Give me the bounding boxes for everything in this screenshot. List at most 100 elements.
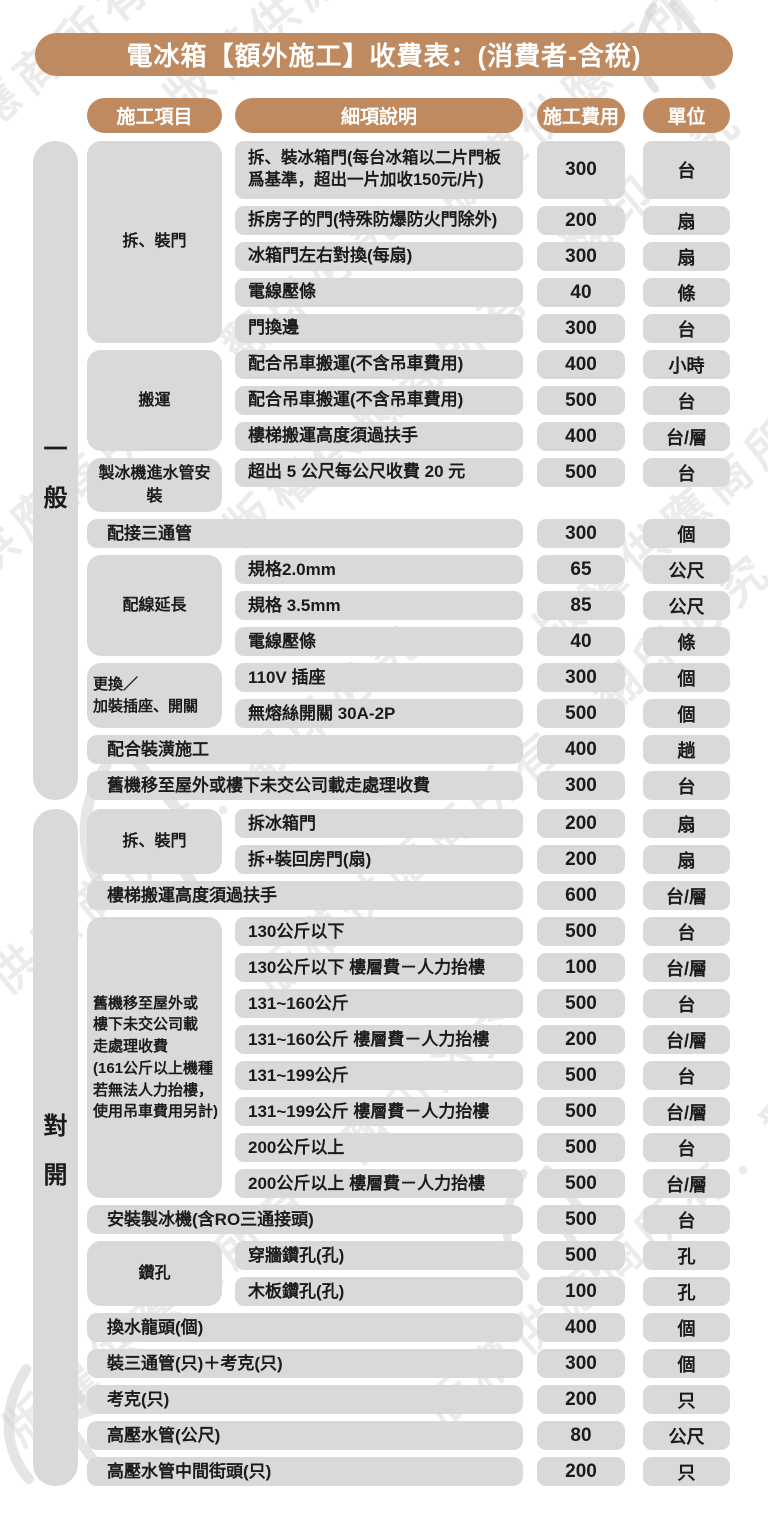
- group-rows: 110V 插座 300 個無熔絲開關 30A-2P 500 個: [235, 663, 730, 729]
- unit-cell: 台/層: [643, 1097, 730, 1127]
- unit-cell: 趟: [643, 735, 730, 765]
- detail-cell: 超出 5 公尺每公尺收費 20 元: [235, 458, 523, 487]
- detail-cell: 拆冰箱門: [235, 809, 523, 839]
- table-row: 200公斤以上 樓層費－人力抬樓 500 台/層: [235, 1169, 730, 1199]
- column-header-fee: 施工費用: [537, 98, 625, 133]
- table-section: 對開拆、裝門 拆冰箱門 200 扇拆+裝回房門(扇) 200 扇樓梯搬運高度須過扶手 600…: [0, 809, 768, 1487]
- item-group: 配線延長 規格2.0mm 65 公尺 規格 3.5mm 85 公尺 電線壓條 40 條: [87, 555, 730, 657]
- section-rows: 拆、裝門 拆冰箱門 200 扇拆+裝回房門(扇) 200 扇樓梯搬運高度須過扶手 600 台/…: [87, 809, 730, 1487]
- column-header-item: 施工項目: [87, 98, 222, 133]
- fee-cell: 300: [537, 242, 625, 271]
- table-row: 130公斤以下 樓層費－人力抬樓 100 台/層: [235, 953, 730, 983]
- fee-cell: 400: [537, 1313, 625, 1343]
- fee-cell: 300: [537, 771, 625, 801]
- detail-cell: 高壓水管(公尺): [87, 1421, 523, 1451]
- table-row: 131~199公斤 樓層費－人力抬樓 500 台/層: [235, 1097, 730, 1127]
- table-section: 一般拆、裝門 拆、裝冰箱門(每台冰箱以二片門板爲基準，超出一片加收150元/片) 3…: [0, 141, 768, 801]
- table-row: 冰箱門左右對換(每扇) 300 扇: [235, 242, 730, 271]
- detail-cell: 無熔絲開關 30A-2P: [235, 699, 523, 729]
- fee-cell: 200: [537, 1385, 625, 1415]
- detail-cell: 電線壓條: [235, 278, 523, 307]
- page-title: 電冰箱【額外施工】收費表：(消費者-含稅): [35, 33, 733, 76]
- detail-cell: 拆、裝冰箱門(每台冰箱以二片門板爲基準，超出一片加收150元/片): [235, 141, 523, 199]
- detail-cell: 木板鑽孔(孔): [235, 1277, 523, 1307]
- column-header-detail: 細項說明: [235, 98, 523, 133]
- fee-cell: 100: [537, 953, 625, 983]
- item-cell: 搬運: [87, 350, 222, 451]
- table-row: 131~160公斤 500 台: [235, 989, 730, 1019]
- fee-cell: 500: [537, 458, 625, 487]
- item-group: 拆、裝門 拆、裝冰箱門(每台冰箱以二片門板爲基準，超出一片加收150元/片) 300…: [87, 141, 730, 343]
- unit-cell: 只: [643, 1457, 730, 1487]
- unit-cell: 扇: [643, 809, 730, 839]
- detail-cell: 樓梯搬運高度須過扶手: [87, 881, 523, 911]
- fee-cell: 500: [537, 989, 625, 1019]
- fee-cell: 200: [537, 206, 625, 235]
- fee-cell: 80: [537, 1421, 625, 1451]
- fee-cell: 400: [537, 422, 625, 451]
- unit-cell: 扇: [643, 206, 730, 235]
- fee-cell: 200: [537, 809, 625, 839]
- detail-cell: 考克(只): [87, 1385, 523, 1415]
- section-rows: 拆、裝門 拆、裝冰箱門(每台冰箱以二片門板爲基準，超出一片加收150元/片) 300…: [87, 141, 730, 801]
- detail-cell: 配合吊車搬運(不含吊車費用): [235, 350, 523, 379]
- unit-cell: 只: [643, 1385, 730, 1415]
- detail-cell: 換水龍頭(個): [87, 1313, 523, 1343]
- table-row: 130公斤以下 500 台: [235, 917, 730, 947]
- detail-cell: 131~160公斤 樓層費－人力抬樓: [235, 1025, 523, 1055]
- unit-cell: 條: [643, 278, 730, 307]
- fee-cell: 300: [537, 1349, 625, 1379]
- detail-cell: 131~160公斤: [235, 989, 523, 1019]
- group-rows: 規格2.0mm 65 公尺 規格 3.5mm 85 公尺 電線壓條 40 條: [235, 555, 730, 657]
- table-row: 規格 3.5mm 85 公尺: [235, 591, 730, 621]
- table-row: 110V 插座 300 個: [235, 663, 730, 693]
- unit-cell: 台: [643, 771, 730, 801]
- unit-cell: 孔: [643, 1241, 730, 1271]
- detail-cell: 110V 插座: [235, 663, 523, 693]
- table-row: 拆房子的門(特殊防爆防火門除外) 200 扇: [235, 206, 730, 235]
- unit-cell: 個: [643, 663, 730, 693]
- item-cell: 製冰機進水管安裝: [87, 458, 222, 513]
- section-label-bar: 對開: [33, 809, 78, 1487]
- group-rows: 130公斤以下 500 台 130公斤以下 樓層費－人力抬樓 100 台/層 131~160…: [235, 917, 730, 1199]
- table-row: 131~199公斤 500 台: [235, 1061, 730, 1091]
- unit-cell: 條: [643, 627, 730, 657]
- section-label-char: 對: [43, 1112, 68, 1140]
- unit-cell: 台/層: [643, 1025, 730, 1055]
- fee-cell: 500: [537, 699, 625, 729]
- detail-cell: 131~199公斤 樓層費－人力抬樓: [235, 1097, 523, 1127]
- unit-cell: 個: [643, 1313, 730, 1343]
- group-rows: 拆、裝冰箱門(每台冰箱以二片門板爲基準，超出一片加收150元/片) 300 台拆房子…: [235, 141, 730, 343]
- unit-cell: 台/層: [643, 1169, 730, 1199]
- item-cell: 鑽孔: [87, 1241, 222, 1307]
- detail-cell: 舊機移至屋外或樓下未交公司載走處理收費: [87, 771, 523, 801]
- table-header: 施工項目 細項說明 施工費用 單位: [87, 98, 730, 133]
- fee-cell: 300: [537, 519, 625, 549]
- fee-cell: 65: [537, 555, 625, 585]
- detail-cell: 200公斤以上: [235, 1133, 523, 1163]
- unit-cell: 個: [643, 519, 730, 549]
- table-row: 安裝製冰機(含RO三通接頭) 500 台: [87, 1205, 730, 1235]
- fee-table: 一般拆、裝門 拆、裝冰箱門(每台冰箱以二片門板爲基準，超出一片加收150元/片) 3…: [0, 141, 768, 1495]
- unit-cell: 公尺: [643, 555, 730, 585]
- detail-cell: 拆+裝回房門(扇): [235, 845, 523, 875]
- detail-cell: 200公斤以上 樓層費－人力抬樓: [235, 1169, 523, 1199]
- detail-cell: 樓梯搬運高度須過扶手: [235, 422, 523, 451]
- table-row: 拆冰箱門 200 扇: [235, 809, 730, 839]
- detail-cell: 穿牆鑽孔(孔): [235, 1241, 523, 1271]
- detail-cell: 130公斤以下: [235, 917, 523, 947]
- fee-cell: 500: [537, 1205, 625, 1235]
- section-label-bar: 一般: [33, 141, 78, 801]
- fee-cell: 200: [537, 1457, 625, 1487]
- detail-cell: 裝三通管(只)＋考克(只): [87, 1349, 523, 1379]
- item-group: 更換／ 加裝插座、開關 110V 插座 300 個無熔絲開關 30A-2P 500 個: [87, 663, 730, 729]
- unit-cell: 台: [643, 458, 730, 487]
- fee-cell: 85: [537, 591, 625, 621]
- fee-cell: 400: [537, 735, 625, 765]
- detail-cell: 配合吊車搬運(不含吊車費用): [235, 386, 523, 415]
- unit-cell: 台/層: [643, 953, 730, 983]
- unit-cell: 孔: [643, 1277, 730, 1307]
- fee-cell: 300: [537, 663, 625, 693]
- unit-cell: 台: [643, 1205, 730, 1235]
